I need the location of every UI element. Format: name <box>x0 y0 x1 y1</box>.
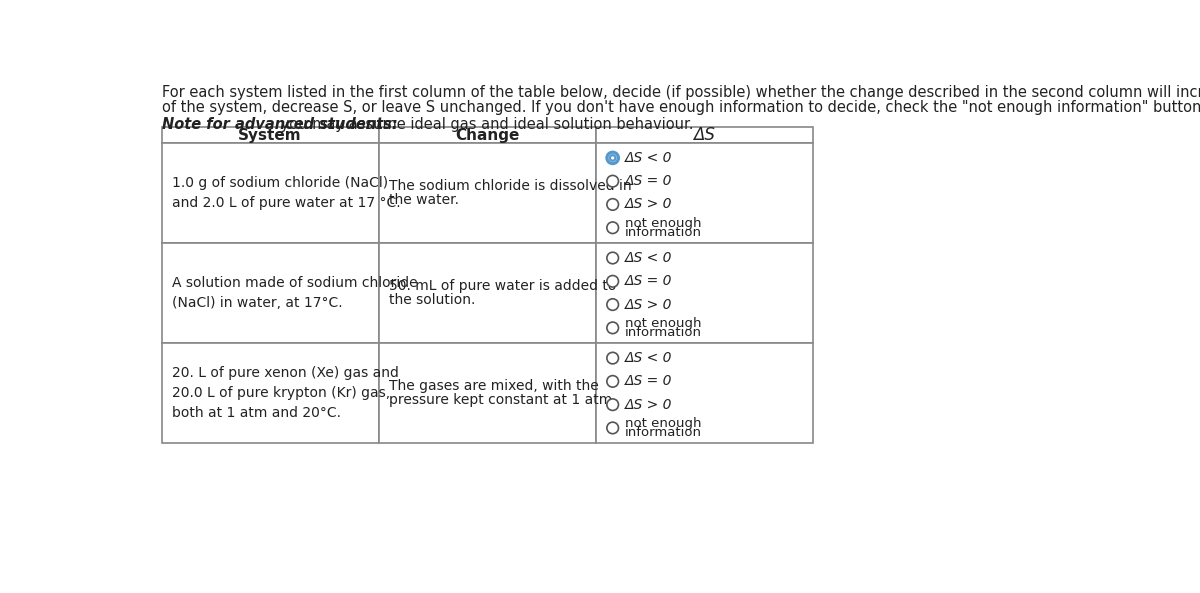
Text: not enough: not enough <box>625 417 702 430</box>
Text: ΔS: ΔS <box>694 126 715 144</box>
Text: ΔS > 0: ΔS > 0 <box>625 197 672 212</box>
Circle shape <box>607 375 618 387</box>
Text: information: information <box>625 227 702 239</box>
Text: pressure kept constant at 1 atm.: pressure kept constant at 1 atm. <box>390 393 617 407</box>
Text: of the system, decrease S, or leave S unchanged. If you don't have enough inform: of the system, decrease S, or leave S un… <box>162 100 1200 114</box>
Text: information: information <box>625 426 702 439</box>
Text: (NaCl) in water, at 17°C.: (NaCl) in water, at 17°C. <box>173 296 343 310</box>
Text: both at 1 atm and 20°C.: both at 1 atm and 20°C. <box>173 406 342 420</box>
Text: ΔS > 0: ΔS > 0 <box>625 298 672 311</box>
Bar <box>379 127 595 143</box>
Text: 20. L of pure xenon (Xe) gas and: 20. L of pure xenon (Xe) gas and <box>173 366 400 380</box>
Circle shape <box>607 422 618 433</box>
Text: For each system listed in the first column of the table below, decide (if possib: For each system listed in the first colu… <box>162 85 1200 100</box>
Text: ΔS > 0: ΔS > 0 <box>625 398 672 412</box>
Circle shape <box>607 252 618 264</box>
Bar <box>162 243 379 343</box>
Text: you may assume ideal gas and ideal solution behaviour.: you may assume ideal gas and ideal solut… <box>276 117 694 132</box>
Text: ΔS < 0: ΔS < 0 <box>625 251 672 265</box>
Text: 50. mL of pure water is added to: 50. mL of pure water is added to <box>390 279 617 293</box>
Circle shape <box>607 299 618 310</box>
Bar <box>595 243 812 343</box>
Bar <box>379 243 595 343</box>
Bar <box>379 143 595 243</box>
Circle shape <box>607 152 618 164</box>
Bar <box>162 143 379 243</box>
Text: ΔS < 0: ΔS < 0 <box>625 151 672 165</box>
Text: the water.: the water. <box>390 193 460 207</box>
Text: System: System <box>239 127 302 142</box>
Text: The sodium chloride is dissolved in: The sodium chloride is dissolved in <box>390 179 632 193</box>
Text: the solution.: the solution. <box>390 293 476 307</box>
Text: not enough: not enough <box>625 217 702 230</box>
Circle shape <box>610 155 616 161</box>
Text: The gases are mixed, with the: The gases are mixed, with the <box>390 379 599 393</box>
Text: ΔS = 0: ΔS = 0 <box>625 275 672 288</box>
Text: and 2.0 L of pure water at 17 °C.: and 2.0 L of pure water at 17 °C. <box>173 196 401 210</box>
Text: ΔS = 0: ΔS = 0 <box>625 374 672 388</box>
Text: Change: Change <box>455 127 520 142</box>
Circle shape <box>607 176 618 187</box>
Text: ΔS < 0: ΔS < 0 <box>625 351 672 365</box>
Bar <box>162 343 379 443</box>
Circle shape <box>607 199 618 211</box>
Bar <box>379 343 595 443</box>
Circle shape <box>607 352 618 364</box>
Text: ΔS = 0: ΔS = 0 <box>625 174 672 188</box>
Bar <box>162 127 379 143</box>
Circle shape <box>607 222 618 234</box>
Bar <box>595 143 812 243</box>
Circle shape <box>607 322 618 334</box>
Text: A solution made of sodium chloride: A solution made of sodium chloride <box>173 276 418 290</box>
Text: Note for advanced students:: Note for advanced students: <box>162 117 397 132</box>
Circle shape <box>607 276 618 287</box>
Bar <box>595 127 812 143</box>
Text: not enough: not enough <box>625 317 702 330</box>
Text: 1.0 g of sodium chloride (NaCl): 1.0 g of sodium chloride (NaCl) <box>173 176 389 190</box>
Bar <box>595 343 812 443</box>
Circle shape <box>607 399 618 410</box>
Text: 20.0 L of pure krypton (Kr) gas,: 20.0 L of pure krypton (Kr) gas, <box>173 386 391 400</box>
Text: information: information <box>625 326 702 339</box>
